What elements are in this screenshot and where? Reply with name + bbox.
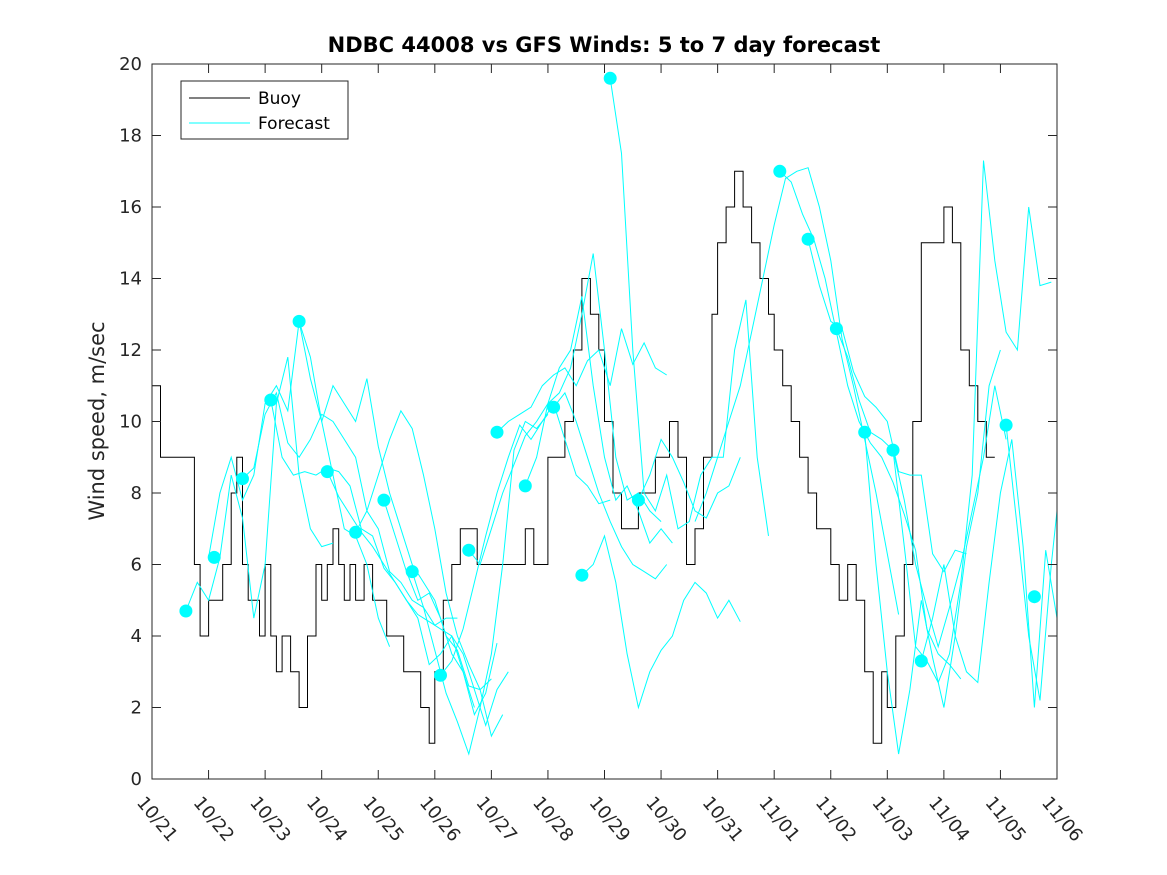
forecast-line-10 xyxy=(440,402,611,676)
forecast-line-14 xyxy=(553,391,668,580)
forecast-line-16 xyxy=(609,78,769,536)
forecast-line-21 xyxy=(835,328,1007,649)
forecast-marker xyxy=(999,418,1013,432)
forecast-marker xyxy=(292,314,306,328)
forecast-line-19 xyxy=(779,170,962,680)
forecast-marker xyxy=(914,654,928,668)
forecast-marker xyxy=(320,465,334,479)
forecast-marker xyxy=(886,443,900,457)
forecast-marker xyxy=(858,425,872,439)
forecast-line-17 xyxy=(637,438,741,519)
forecast-line-9 xyxy=(411,413,549,756)
forecast-line-7 xyxy=(355,409,492,691)
legend-forecast-label: Forecast xyxy=(258,114,330,134)
forecast-series xyxy=(185,78,1058,756)
forecast-marker xyxy=(1027,590,1041,604)
legend-buoy-label: Buoy xyxy=(258,89,301,109)
forecast-marker xyxy=(631,493,645,507)
buoy-line xyxy=(152,170,995,744)
forecast-marker xyxy=(518,479,532,493)
forecast-line-11 xyxy=(468,253,662,566)
y-axis: 0 2 4 6 8 10 12 14 16 18 20 xyxy=(119,54,1057,790)
forecast-marker xyxy=(575,568,589,582)
forecast-line-1 xyxy=(185,356,334,619)
y-tick-label: 0 xyxy=(131,769,142,790)
forecast-marker xyxy=(264,393,278,407)
y-tick-label: 14 xyxy=(119,269,142,290)
forecast-marker xyxy=(801,232,815,246)
y-tick-label: 6 xyxy=(131,555,142,576)
forecast-marker xyxy=(773,164,787,178)
forecast-line-25 xyxy=(1005,425,1058,701)
y-axis-label: Wind speed, m/sec xyxy=(85,321,109,520)
forecast-line-4 xyxy=(270,399,475,708)
forecast-marker xyxy=(603,71,617,85)
y-tick-label: 16 xyxy=(119,197,142,218)
forecast-marker xyxy=(207,550,221,564)
legend-box xyxy=(180,80,349,140)
forecast-line-3 xyxy=(242,391,458,626)
forecast-marker xyxy=(349,525,363,539)
y-tick-label: 20 xyxy=(119,54,142,75)
y-tick-label: 18 xyxy=(119,126,142,147)
chart-title: NDBC 44008 vs GFS Winds: 5 to 7 day fore… xyxy=(328,33,881,57)
legend: Buoy Forecast xyxy=(180,80,349,140)
y-tick-label: 2 xyxy=(131,698,142,719)
forecast-line-22 xyxy=(864,349,1001,755)
forecast-marker xyxy=(377,493,391,507)
y-tick-label: 10 xyxy=(119,412,142,433)
forecast-line-8 xyxy=(383,499,498,716)
forecast-line-23 xyxy=(892,160,1052,684)
forecast-marker xyxy=(462,543,476,557)
buoy-series xyxy=(152,170,995,744)
forecast-line-12 xyxy=(496,328,667,433)
forecast-marker xyxy=(405,565,419,579)
forecast-line-15 xyxy=(581,534,741,710)
forecast-line-18 xyxy=(694,167,900,615)
y-tick-label: 8 xyxy=(131,483,142,504)
forecast-marker xyxy=(547,400,561,414)
forecast-markers xyxy=(179,71,1041,682)
y-tick-label: 12 xyxy=(119,340,142,361)
forecast-marker xyxy=(179,604,193,618)
forecast-marker xyxy=(829,322,843,336)
forecast-marker xyxy=(434,668,447,682)
forecast-line-13 xyxy=(524,296,673,545)
plot-area xyxy=(152,71,1058,756)
forecast-marker xyxy=(236,472,249,486)
y-tick-label: 4 xyxy=(131,626,142,647)
forecast-line-5 xyxy=(298,321,504,738)
forecast-line-24 xyxy=(920,439,1058,708)
forecast-marker xyxy=(490,425,504,439)
